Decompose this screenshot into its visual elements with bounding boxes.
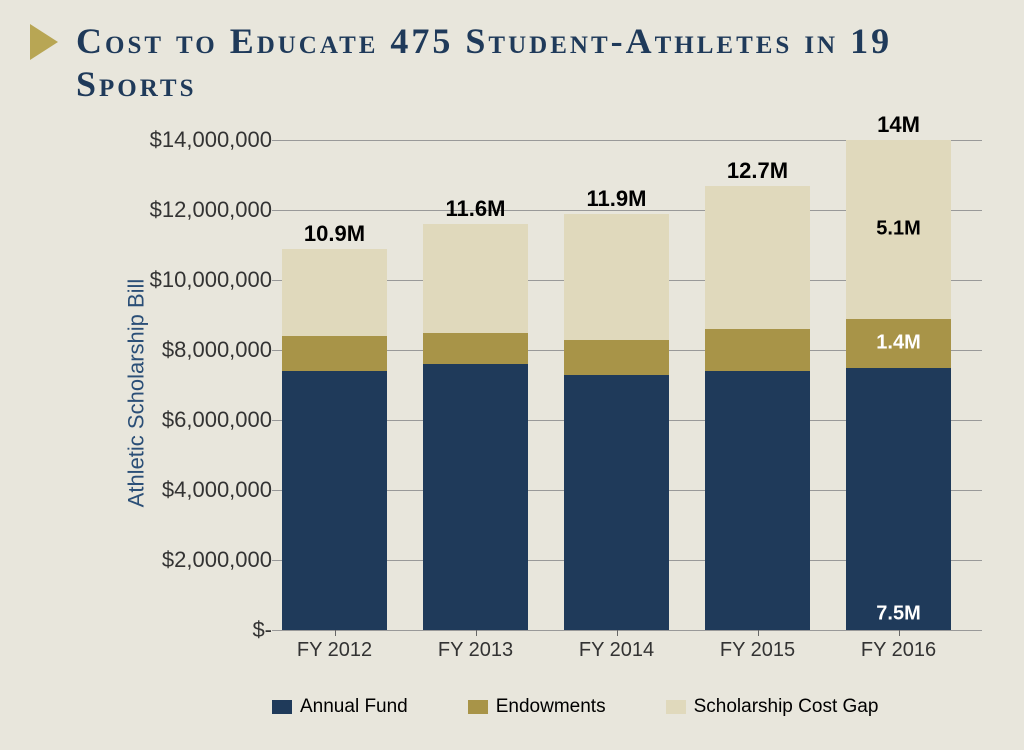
- bar-group: 11.6M: [423, 224, 528, 630]
- bar-segment: [423, 333, 528, 365]
- legend-label: Annual Fund: [300, 696, 408, 718]
- bar-segment-label: 1.4M: [846, 332, 951, 355]
- bar-total-label: 12.7M: [705, 158, 810, 184]
- x-tick-mark: [335, 630, 336, 636]
- bar-total-label: 11.6M: [423, 196, 528, 222]
- legend: Annual Fund Endowments Scholarship Cost Ga…: [272, 696, 878, 718]
- gridline: [272, 630, 982, 631]
- legend-label: Scholarship Cost Gap: [694, 696, 879, 718]
- y-tick-label: $14,000,000: [150, 127, 272, 153]
- bar-segment: [564, 375, 669, 631]
- bar-total-label: 10.9M: [282, 221, 387, 247]
- y-tick-label: $2,000,000: [162, 547, 272, 573]
- bar-segment: [423, 224, 528, 333]
- bar-segment: [846, 368, 951, 631]
- bar-total-label: 14M: [846, 112, 951, 138]
- legend-item: Annual Fund: [272, 696, 408, 718]
- x-tick-label: FY 2015: [720, 639, 795, 662]
- legend-swatch: [468, 700, 488, 714]
- legend-swatch: [272, 700, 292, 714]
- y-tick-label: $4,000,000: [162, 477, 272, 503]
- bar-segment: [705, 186, 810, 330]
- x-tick-mark: [476, 630, 477, 636]
- x-tick-label: FY 2016: [861, 639, 936, 662]
- bar-segment-label: 7.5M: [846, 603, 951, 626]
- bar-segment: [282, 249, 387, 337]
- bar-total-label: 11.9M: [564, 186, 669, 212]
- x-tick-mark: [899, 630, 900, 636]
- y-tick-label: $12,000,000: [150, 197, 272, 223]
- x-tick-label: FY 2012: [297, 639, 372, 662]
- y-tick-label: $10,000,000: [150, 267, 272, 293]
- y-tick-label: $-: [252, 617, 272, 643]
- y-tick-label: $8,000,000: [162, 337, 272, 363]
- legend-item: Scholarship Cost Gap: [666, 696, 879, 718]
- x-tick-label: FY 2013: [438, 639, 513, 662]
- bar-group: 14M7.5M1.4M5.1M: [846, 140, 951, 630]
- bar-segment: [564, 340, 669, 375]
- legend-label: Endowments: [496, 696, 606, 718]
- bar-segment: [423, 364, 528, 630]
- play-icon: [30, 24, 58, 60]
- plot-area: 10.9MFY 201211.6MFY 201311.9MFY 201412.7…: [272, 140, 982, 630]
- page-title: Cost to Educate 475 Student-Athletes in …: [76, 20, 994, 106]
- legend-item: Endowments: [468, 696, 606, 718]
- bar-segment: [705, 371, 810, 630]
- bar-group: 11.9M: [564, 214, 669, 631]
- x-tick-label: FY 2014: [579, 639, 654, 662]
- y-axis-label: Athletic Scholarship Bill: [123, 279, 149, 508]
- y-tick-label: $6,000,000: [162, 407, 272, 433]
- chart: Athletic Scholarship Bill 10.9MFY 201211…: [72, 130, 992, 720]
- bar-group: 12.7M: [705, 186, 810, 631]
- bar-segment: [282, 336, 387, 371]
- bar-segment: [705, 329, 810, 371]
- bar-segment-label: 5.1M: [846, 218, 951, 241]
- bar-segment: [564, 214, 669, 340]
- title-container: Cost to Educate 475 Student-Athletes in …: [0, 0, 1024, 116]
- bar-segment: [282, 371, 387, 630]
- x-tick-mark: [758, 630, 759, 636]
- x-tick-mark: [617, 630, 618, 636]
- bar-group: 10.9M: [282, 249, 387, 631]
- legend-swatch: [666, 700, 686, 714]
